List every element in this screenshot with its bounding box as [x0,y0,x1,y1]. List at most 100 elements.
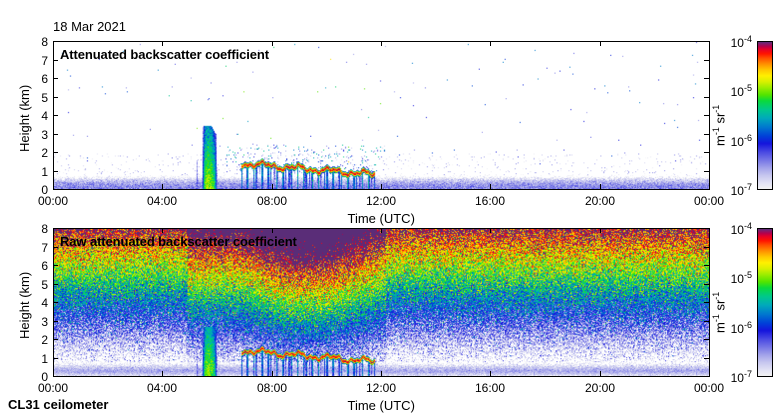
yticklabel-bottom-0: 0 [41,370,48,384]
xtick-top-bottom-2 [272,228,273,233]
colorbar-top [757,41,773,190]
ytick-top-3 [53,134,58,135]
ytick-right-bottom-8 [704,228,709,229]
xtick-top-top-1 [162,41,163,46]
xticklabel-bottom-4: 16:00 [474,381,506,395]
panel-bottom-heatmap [54,229,709,376]
xtick-bottom-2 [272,371,273,376]
xticklabel-bottom-1: 04:00 [146,381,178,395]
xtick-top-top-5 [600,41,601,46]
cbar-ticklabel-top-3: 10-7 [730,182,752,198]
ytick-right-bottom-7 [704,247,709,248]
xtick-top-1 [162,184,163,189]
xlabel-top: Time (UTC) [347,211,415,226]
ytick-right-bottom-1 [704,358,709,359]
instrument-label: CL31 ceilometer [8,397,109,412]
xtick-top-bottom-5 [600,228,601,233]
ytick-right-top-5 [704,97,709,98]
ytick-bottom-5 [53,284,58,285]
xtick-bottom-0 [53,371,54,376]
xtick-bottom-6 [709,371,710,376]
yticklabel-bottom-3: 3 [41,315,48,329]
yticklabel-top-2: 2 [41,146,48,160]
ytick-right-bottom-5 [704,284,709,285]
xticklabel-bottom-2: 08:00 [256,381,288,395]
yticklabel-top-5: 5 [41,91,48,105]
ytick-right-bottom-4 [704,302,709,303]
ytick-right-top-4 [704,115,709,116]
panel-top-heatmap [54,42,709,189]
xtick-top-top-4 [490,41,491,46]
ytick-bottom-1 [53,358,58,359]
xtick-top-4 [490,184,491,189]
xticklabel-bottom-5: 20:00 [584,381,616,395]
xtick-top-bottom-1 [162,228,163,233]
xtick-top-3 [381,184,382,189]
cbar-ticklabel-top-1: 10-5 [730,83,752,99]
xticklabel-top-0: 00:00 [37,194,69,208]
yticklabel-top-4: 4 [41,109,48,123]
xticklabel-top-2: 08:00 [256,194,288,208]
cbar-ticklabel-bottom-2: 10-6 [730,320,752,336]
xtick-top-top-3 [381,41,382,46]
yticklabel-bottom-2: 2 [41,333,48,347]
colorbar-bottom [757,228,773,377]
xtick-top-bottom-6 [709,228,710,233]
yticklabel-top-8: 8 [41,35,48,49]
cbar-ticklabel-bottom-0: 10-4 [730,221,752,237]
ytick-top-5 [53,97,58,98]
xticklabel-top-3: 12:00 [365,194,397,208]
xticklabel-bottom-6: 00:00 [693,381,725,395]
yticklabel-top-0: 0 [41,183,48,197]
ytick-right-bottom-3 [704,321,709,322]
xtick-top-bottom-0 [53,228,54,233]
xticklabel-bottom-0: 00:00 [37,381,69,395]
ytick-top-0 [53,189,58,190]
cbar-ticklabel-bottom-3: 10-7 [730,369,752,385]
ytick-bottom-0 [53,376,58,377]
ytick-right-top-1 [704,171,709,172]
xtick-top-bottom-3 [381,228,382,233]
ytick-right-bottom-0 [704,376,709,377]
yticklabel-bottom-6: 6 [41,259,48,273]
date-label: 18 Mar 2021 [53,19,126,34]
ytick-bottom-6 [53,265,58,266]
xtick-top-5 [600,184,601,189]
ytick-bottom-4 [53,302,58,303]
ylabel-top: Height (km) [17,84,32,152]
ytick-right-top-7 [704,60,709,61]
ytick-top-1 [53,171,58,172]
ylabel-bottom: Height (km) [17,271,32,339]
yticklabel-bottom-4: 4 [41,296,48,310]
xtick-bottom-4 [490,371,491,376]
panel-raw-attenuated-backscatter: Raw attenuated backscatter coefficient [53,228,710,377]
ytick-right-top-3 [704,134,709,135]
panel-top-title: Attenuated backscatter coefficient [60,47,269,62]
ytick-bottom-7 [53,247,58,248]
panel-attenuated-backscatter: Attenuated backscatter coefficient [53,41,710,190]
cbar-ticklabel-bottom-1: 10-5 [730,270,752,286]
yticklabel-bottom-8: 8 [41,222,48,236]
xticklabel-bottom-3: 12:00 [365,381,397,395]
cbar-ticklabel-top-2: 10-6 [730,133,752,149]
xtick-bottom-5 [600,371,601,376]
xticklabel-top-1: 04:00 [146,194,178,208]
xticklabel-top-5: 20:00 [584,194,616,208]
xtick-top-0 [53,184,54,189]
ytick-top-4 [53,115,58,116]
ytick-top-7 [53,60,58,61]
xtick-top-top-2 [272,41,273,46]
xtick-top-top-6 [709,41,710,46]
xtick-top-2 [272,184,273,189]
yticklabel-top-3: 3 [41,128,48,142]
ytick-right-bottom-6 [704,265,709,266]
xticklabel-top-4: 16:00 [474,194,506,208]
ytick-right-top-6 [704,78,709,79]
colorbar-bottom-gradient [758,229,772,376]
ytick-top-2 [53,152,58,153]
ytick-bottom-3 [53,321,58,322]
yticklabel-top-1: 1 [41,165,48,179]
xtick-top-bottom-4 [490,228,491,233]
xtick-bottom-3 [381,371,382,376]
